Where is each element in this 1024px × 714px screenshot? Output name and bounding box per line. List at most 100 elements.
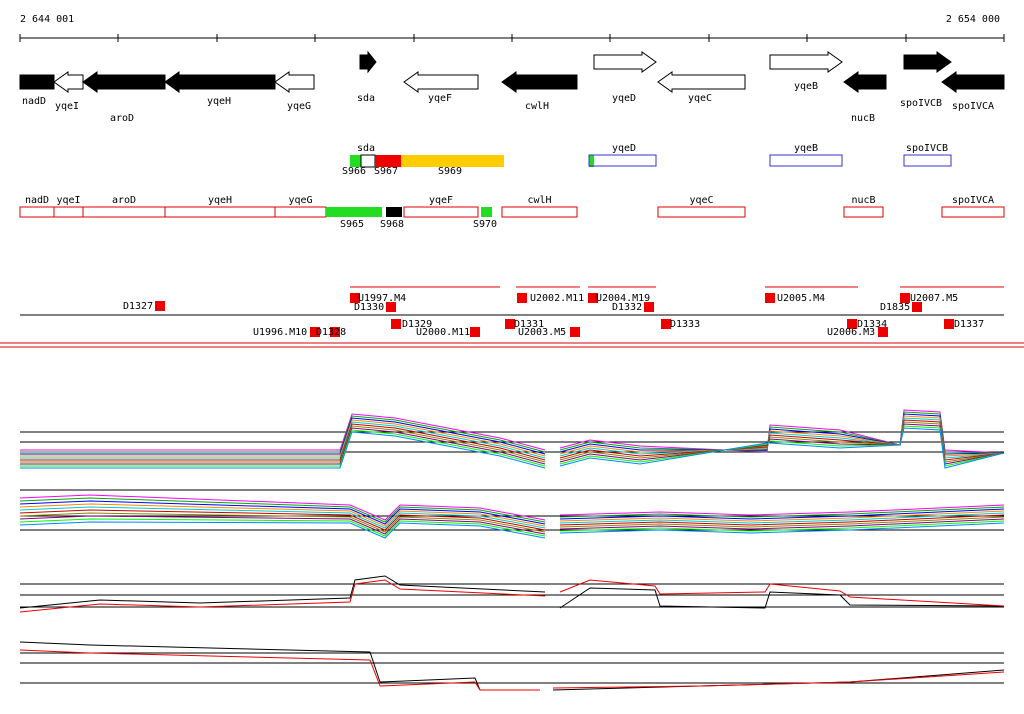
scale-end: 2 654 000 <box>946 14 1000 25</box>
annotation-box <box>941 206 1005 218</box>
gene-arrow <box>403 71 479 93</box>
gene-label: yqeG <box>287 101 311 112</box>
feature-label: sda <box>357 143 375 154</box>
gene-arrow <box>769 51 843 73</box>
probe-marker <box>765 293 775 303</box>
annotation-box <box>403 206 479 218</box>
segment-label: S968 <box>380 219 404 230</box>
trace <box>559 518 1005 530</box>
segment-label: S970 <box>473 219 497 230</box>
probe-label: D1328 <box>316 327 346 338</box>
probe-label: U2005.M4 <box>777 293 825 304</box>
annotation-label: yqeG <box>288 195 312 206</box>
trace <box>19 506 546 529</box>
probe-marker <box>330 327 340 337</box>
trace <box>20 417 546 455</box>
trace <box>19 497 546 523</box>
trace <box>20 429 546 467</box>
probe-marker <box>470 327 480 337</box>
probe-marker <box>644 302 654 312</box>
probe-label: D1334 <box>857 319 887 330</box>
probe-label: D1337 <box>954 319 984 330</box>
gene-label: spoIVCA <box>952 101 994 112</box>
probe-marker <box>505 319 515 329</box>
trace <box>20 425 546 463</box>
probe-marker <box>912 302 922 312</box>
gene-label: yqeH <box>207 96 231 107</box>
trace <box>559 510 1005 522</box>
gene-label: yqeC <box>688 93 712 104</box>
annotation-box <box>657 206 746 218</box>
trace <box>559 522 1005 534</box>
probe-label: U2007.M5 <box>910 293 958 304</box>
probe-label: D1327 <box>123 301 153 312</box>
trace <box>19 649 540 691</box>
feature-label: spoIVCB <box>906 143 948 154</box>
trace <box>19 494 546 521</box>
probe-marker <box>878 327 888 337</box>
gene-arrow <box>657 71 746 93</box>
annotation-label: yqeI <box>56 195 80 206</box>
probe-marker <box>944 319 954 329</box>
feature-segment <box>401 155 504 167</box>
trace <box>20 419 546 457</box>
probe-marker <box>847 319 857 329</box>
probe-label: U2004.M19 <box>596 293 650 304</box>
gene-arrow <box>843 71 887 93</box>
annotation-label: nucB <box>851 195 875 206</box>
segment-label: S965 <box>340 219 364 230</box>
trace <box>19 503 546 527</box>
trace <box>20 431 546 469</box>
trace <box>559 427 1005 469</box>
gene-arrow <box>903 51 952 73</box>
trace <box>559 508 1005 520</box>
scale-start: 2 644 001 <box>20 14 74 25</box>
trace <box>559 512 1005 524</box>
trace <box>559 504 1005 516</box>
gene-arrow <box>359 50 377 74</box>
ruler-ticks <box>19 34 1005 42</box>
probe-marker <box>386 302 396 312</box>
feature-segment <box>589 155 594 167</box>
gene-arrow <box>19 74 55 90</box>
probe-marker <box>900 293 910 303</box>
gene-label: yqeD <box>612 93 636 104</box>
trace <box>19 512 546 533</box>
annotation-label: yqeF <box>429 195 453 206</box>
annotation-box <box>53 206 84 218</box>
trace <box>559 587 1005 609</box>
probe-marker <box>391 319 401 329</box>
annotation-segment <box>386 207 402 217</box>
trace <box>20 423 546 461</box>
trace <box>559 520 1005 532</box>
annotation-segment <box>326 207 382 217</box>
annotation-label: yqeC <box>689 195 713 206</box>
expression-traces <box>19 409 1005 691</box>
probe-marker <box>517 293 527 303</box>
feature-label: yqeD <box>612 143 636 154</box>
annotation-box <box>843 206 884 218</box>
feature-box <box>588 154 657 167</box>
probe-label: D1835 <box>880 302 910 313</box>
annotation-segment <box>481 207 492 217</box>
probe-label: D1330 <box>354 302 384 313</box>
gene-label: yqeB <box>794 81 818 92</box>
trace <box>19 518 546 537</box>
gene-arrow <box>53 71 84 93</box>
trace <box>559 506 1005 518</box>
probe-marker <box>350 293 360 303</box>
gene-label: yqeI <box>55 101 79 112</box>
feature-box <box>769 154 843 167</box>
trace <box>19 521 546 539</box>
feature-segment <box>375 155 401 167</box>
probe-marker <box>588 293 598 303</box>
gene-label: nadD <box>22 96 46 107</box>
trace <box>19 500 546 525</box>
annotation-label: cwlH <box>527 195 551 206</box>
segment-label: S966 <box>342 166 366 177</box>
probe-marker <box>310 327 320 337</box>
segment-label: S967 <box>374 166 398 177</box>
trace <box>20 413 546 451</box>
probe-label: U2002.M11 <box>530 293 584 304</box>
